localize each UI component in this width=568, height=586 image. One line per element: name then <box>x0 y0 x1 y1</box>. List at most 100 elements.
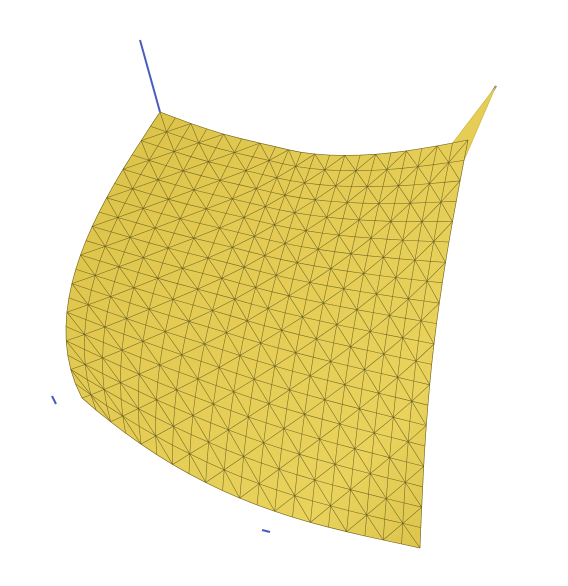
mesh-edge <box>140 160 150 175</box>
mesh-edge <box>316 338 331 362</box>
mesh-edge <box>346 510 349 532</box>
mesh-edge <box>348 510 367 516</box>
mesh-edge <box>117 208 144 218</box>
mesh-edge <box>233 378 255 393</box>
mesh-edge <box>386 152 392 170</box>
mesh-edge <box>88 296 111 306</box>
mesh-edge <box>360 154 376 156</box>
mesh-edge <box>305 216 327 231</box>
mesh-edge <box>330 361 348 366</box>
mesh-edge <box>232 236 255 248</box>
mesh-edge <box>409 203 423 222</box>
mesh-edge <box>140 140 150 161</box>
mesh-edge <box>324 169 336 187</box>
mesh-edge <box>383 523 403 541</box>
mesh-edge <box>177 268 183 284</box>
mesh-edge <box>260 342 279 349</box>
mesh-edge <box>352 468 371 474</box>
mesh-edge <box>423 300 440 304</box>
mesh-edge <box>166 131 183 138</box>
mesh-edge <box>374 203 380 221</box>
mesh-edge <box>157 131 167 147</box>
mesh-edge <box>187 252 209 259</box>
mesh-edge <box>264 255 281 260</box>
mesh-edge <box>426 262 446 282</box>
mesh-edge <box>192 415 209 443</box>
mesh-edge <box>363 273 380 276</box>
mesh-edge <box>174 142 199 152</box>
mesh-edge <box>402 166 418 169</box>
mesh-edge <box>418 221 423 241</box>
mesh-edge <box>390 221 404 241</box>
mesh-edge <box>342 202 348 219</box>
mesh-edge <box>356 309 374 313</box>
mesh-edge <box>382 169 388 187</box>
mesh-edge <box>344 384 360 409</box>
mesh-edge <box>148 242 169 249</box>
mesh-edge <box>173 415 194 427</box>
mesh-edge <box>138 408 156 418</box>
mesh-edge <box>199 208 207 224</box>
mesh-edge <box>197 378 214 405</box>
mesh-edge <box>371 154 376 171</box>
mesh-edge <box>129 302 150 310</box>
mesh-edge <box>333 324 338 343</box>
mesh-edge <box>402 318 406 338</box>
mesh-edge <box>368 473 371 495</box>
mesh-edge <box>234 287 256 300</box>
mesh-edge <box>190 123 207 130</box>
mesh-edge <box>183 161 209 172</box>
mesh-edge <box>206 208 220 229</box>
mesh-edge <box>165 315 170 332</box>
mesh-edge <box>133 272 139 288</box>
mesh-edge <box>167 247 183 269</box>
mesh-edge <box>402 337 419 342</box>
mesh-edge <box>304 182 316 200</box>
mesh-edge <box>351 170 357 187</box>
mesh-edge <box>162 347 182 356</box>
mesh-edge <box>330 268 344 289</box>
mesh-edge <box>168 198 187 205</box>
mesh-edge <box>417 145 438 167</box>
mesh-edge <box>239 342 261 356</box>
mesh-edge <box>301 414 305 435</box>
mesh-edge <box>267 308 282 331</box>
mesh-edge <box>258 462 262 484</box>
mesh-edge <box>110 287 134 297</box>
mesh-edge <box>257 360 275 367</box>
mesh-edge <box>386 169 399 186</box>
mesh-edge <box>410 202 426 204</box>
mesh-edge <box>338 234 356 238</box>
mesh-edge <box>197 288 213 311</box>
mesh-edge <box>344 365 348 385</box>
mesh-edge <box>402 320 422 339</box>
mesh-edge <box>335 170 341 186</box>
mesh-edge <box>213 385 217 405</box>
mesh-edge <box>397 360 417 378</box>
mesh-edge <box>256 174 263 189</box>
mesh-edge <box>274 212 295 226</box>
mesh-edge <box>386 498 405 504</box>
mesh-edge <box>309 375 326 400</box>
mesh-edge <box>193 189 214 195</box>
mesh-edge <box>256 177 277 189</box>
mesh-edge <box>277 330 282 349</box>
mesh-edge <box>395 259 416 278</box>
mesh-edge <box>448 221 453 243</box>
mesh-edge <box>106 405 123 417</box>
mesh-edge <box>335 185 352 187</box>
mesh-edge <box>219 166 228 181</box>
mesh-edge <box>348 489 351 511</box>
mesh-edge <box>317 249 332 269</box>
mesh-edge <box>138 391 157 400</box>
mesh-edge <box>381 373 398 378</box>
mesh-edge <box>200 343 205 362</box>
mesh-edge <box>102 357 121 367</box>
mesh-edge <box>219 217 245 229</box>
mesh-edge <box>281 329 300 335</box>
mesh-edge <box>215 367 220 386</box>
mesh-edge <box>364 350 368 370</box>
mesh-edge <box>247 320 261 344</box>
mesh-edge <box>330 253 352 269</box>
mesh-edge <box>339 404 343 425</box>
